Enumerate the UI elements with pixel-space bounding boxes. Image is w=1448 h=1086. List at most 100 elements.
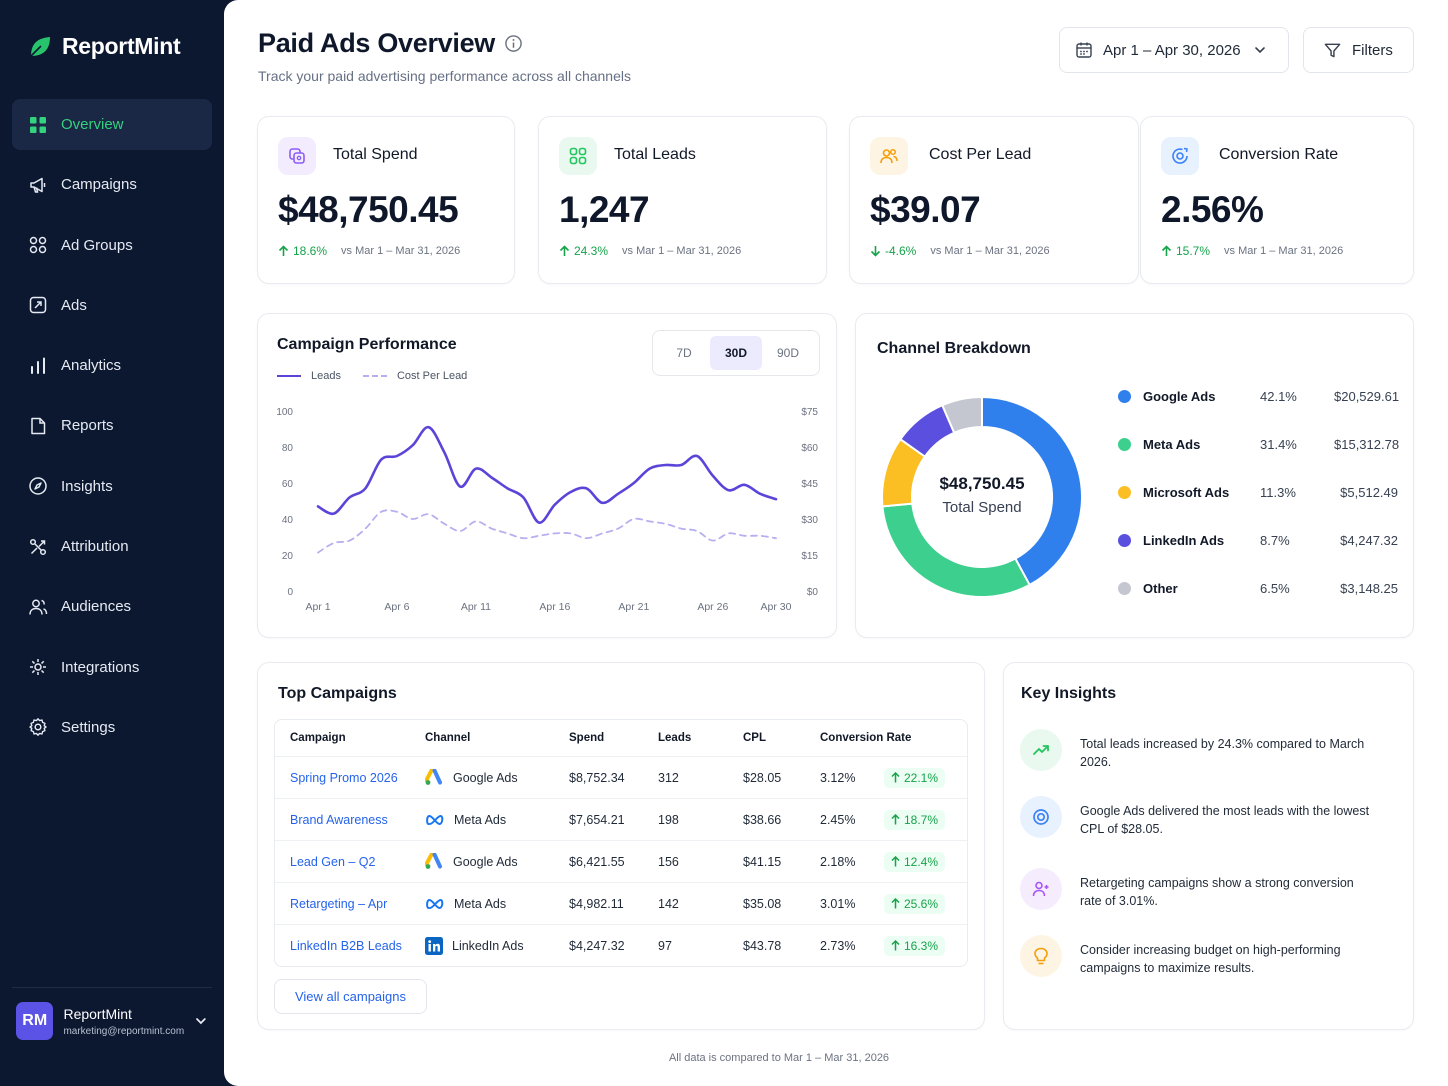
campaign-link[interactable]: LinkedIn B2B Leads (290, 938, 402, 953)
x-tick: Apr 21 (618, 601, 649, 613)
change-value: 25.6% (904, 896, 939, 911)
x-tick: Apr 1 (305, 601, 330, 613)
spend-cell: $4,982.11 (569, 896, 624, 911)
section-title: Top Campaigns (278, 685, 397, 702)
donut-center-value: $48,750.45 (939, 474, 1025, 493)
donut-slice-meta-ads[interactable] (881, 502, 1031, 598)
view-all-campaigns-button[interactable]: View all campaigns (274, 979, 427, 1014)
sidebar-item-integrations[interactable]: Integrations (12, 642, 212, 693)
section-title: Key Insights (1021, 685, 1117, 702)
campaign-link[interactable]: Retargeting – Apr (290, 896, 388, 911)
kpi-compare: vs Mar 1 – Mar 31, 2026 (341, 245, 461, 257)
col-campaign[interactable]: Campaign (290, 732, 346, 744)
trend-up-icon (1033, 745, 1049, 755)
x-tick: Apr 11 (461, 601, 491, 613)
sidebar-item-ads[interactable]: Ads (12, 280, 212, 331)
sidebar-item-reports[interactable]: Reports (12, 400, 212, 451)
col-spend[interactable]: Spend (569, 732, 605, 744)
target-icon (1033, 809, 1049, 825)
y-right-tick: $30 (801, 515, 818, 526)
table-row[interactable]: Lead Gen – Q2 Google Ads $6,421.55 156 $… (275, 840, 967, 882)
channel-name: Meta Ads (454, 812, 507, 827)
footer-note: All data is compared to Mar 1 – Mar 31, … (668, 1052, 890, 1064)
chevron-down-icon[interactable] (194, 1014, 208, 1028)
donut-center: $48,750.45 Total Spend (877, 474, 1087, 516)
status-badge: 22.1% (884, 767, 946, 788)
change-badge: 18.7% (884, 809, 946, 830)
channel-pct: 42.1% (1260, 389, 1297, 404)
grid-icon (30, 116, 46, 133)
conversion-cell: 2.18% (820, 854, 856, 869)
table-row[interactable]: Brand Awareness Meta Ads $7,654.21 198 $… (275, 798, 967, 840)
col-channel[interactable]: Channel (425, 732, 471, 744)
cpl-cell: $43.78 (743, 938, 782, 953)
spend-cell: $6,421.55 (569, 854, 625, 869)
filter-icon (1324, 43, 1341, 57)
campaign-link[interactable]: Lead Gen – Q2 (290, 854, 376, 869)
users-icon (29, 599, 48, 615)
filters-button[interactable]: Filters (1303, 27, 1414, 73)
leads-cell: 198 (658, 812, 679, 827)
sidebar-item-campaigns[interactable]: Campaigns (12, 159, 212, 210)
cpl-cell: $35.08 (743, 896, 782, 911)
sidebar-item-audiences[interactable]: Audiences (12, 581, 212, 632)
sidebar-item-analytics[interactable]: Analytics (12, 340, 212, 391)
gear-icon (29, 718, 47, 737)
kpi-delta-value: -4.6% (885, 244, 917, 258)
kpi-delta: 18.6% vs Mar 1 – Mar 31, 2026 (278, 244, 460, 258)
date-range-picker[interactable]: Apr 1 – Apr 30, 2026 (1059, 27, 1289, 73)
insight-icon-wrap (1020, 868, 1062, 910)
channel-legend-row[interactable]: LinkedIn Ads 8.7% $4,247.32 (1118, 533, 1398, 548)
info-icon[interactable] (504, 34, 523, 53)
sidebar-item-label: Ad Groups (61, 236, 133, 254)
channel-pct: 8.7% (1260, 533, 1290, 548)
donut-slice-google-ads[interactable] (981, 395, 1084, 587)
insight-item: Consider increasing budget on high-perfo… (1020, 935, 1400, 977)
sidebar-item-insights[interactable]: Insights (12, 461, 212, 512)
spend-cell: $7,654.21 (569, 812, 625, 827)
table-header: Campaign Channel Spend Leads CPL Convers… (275, 720, 967, 756)
calendar-icon (1076, 42, 1092, 58)
table-row[interactable]: Spring Promo 2026 Google Ads $8,752.34 3… (275, 756, 967, 798)
sidebar-item-settings[interactable]: Settings (12, 702, 212, 753)
kpi-delta-value: 18.6% (293, 244, 328, 258)
status-badge: 25.6% (884, 893, 946, 914)
kpi-label: Total Leads (614, 146, 696, 163)
channel-legend-row[interactable]: Other 6.5% $3,148.25 (1118, 581, 1398, 596)
sidebar-item-ad-groups[interactable]: Ad Groups (12, 220, 212, 271)
channel-name: Google Ads (1143, 389, 1216, 404)
user-email: marketing@reportmint.com (63, 1025, 185, 1037)
chevron-down-icon (1254, 47, 1265, 54)
user-menu[interactable]: RM ReportMint marketing@reportmint.com (16, 1000, 208, 1042)
col-conversion-rate[interactable]: Conversion Rate (820, 732, 912, 744)
range-30d[interactable]: 30D (710, 336, 762, 370)
range-90d[interactable]: 90D (776, 346, 799, 360)
leads-cell: 97 (658, 938, 672, 953)
campaign-link[interactable]: Brand Awareness (290, 812, 388, 827)
kpi-value: 1,247 (559, 189, 650, 230)
table-row[interactable]: Retargeting – Apr Meta Ads $4,982.11 142… (275, 882, 967, 924)
donut-slice-other[interactable] (940, 395, 983, 435)
table-row[interactable]: LinkedIn B2B Leads LinkedIn Ads $4,247.3… (275, 924, 967, 966)
channel-legend-row[interactable]: Meta Ads 31.4% $15,312.78 (1118, 437, 1399, 452)
channel-legend-row[interactable]: Google Ads 42.1% $20,529.61 (1118, 389, 1400, 404)
insight-item: Total leads increased by 24.3% compared … (1020, 729, 1400, 771)
range-7d[interactable]: 7D (676, 346, 692, 360)
sidebar-item-label: Audiences (61, 598, 132, 616)
brand-logo[interactable]: ReportMint (27, 33, 181, 60)
sidebar-item-attribution[interactable]: Attribution (12, 521, 212, 572)
col-cpl[interactable]: CPL (743, 732, 766, 744)
channel-amount: $20,529.61 (1334, 389, 1400, 404)
kpi-label: Cost Per Lead (929, 146, 1032, 163)
y-right-tick: $75 (801, 407, 818, 418)
ad-icon (29, 297, 47, 314)
google-ads-icon (425, 769, 442, 785)
change-value: 16.3% (904, 938, 939, 953)
col-leads[interactable]: Leads (658, 732, 692, 744)
sidebar-item-overview[interactable]: Overview (12, 99, 212, 150)
avatar: RM (16, 1002, 54, 1040)
channel-amount: $3,148.25 (1340, 581, 1398, 596)
channel-legend-row[interactable]: Microsoft Ads 11.3% $5,512.49 (1118, 485, 1398, 500)
insight-text: Google Ads delivered the most leads with… (1080, 804, 1370, 836)
campaign-link[interactable]: Spring Promo 2026 (290, 770, 398, 785)
